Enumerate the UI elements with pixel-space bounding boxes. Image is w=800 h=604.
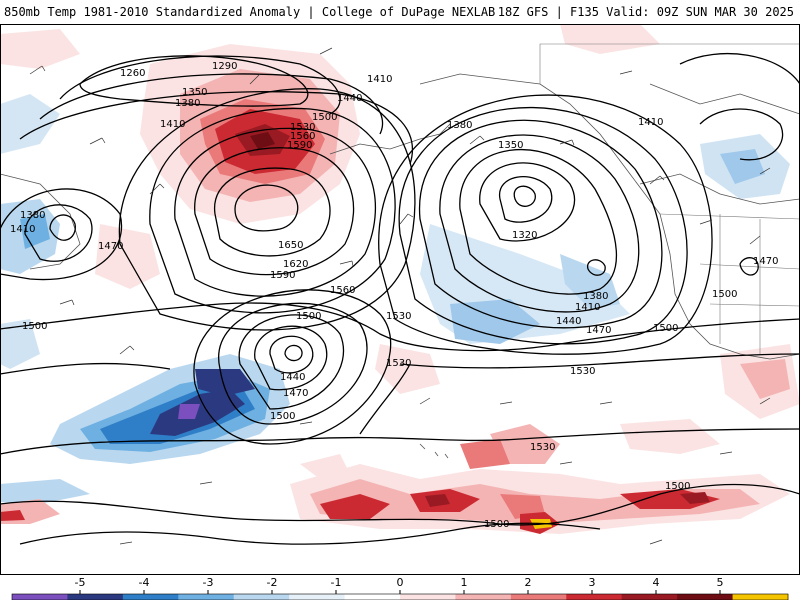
contour-label: 1440 [280, 372, 305, 383]
colorbar-label: 2 [524, 576, 532, 589]
contour-label: 1290 [212, 61, 237, 72]
contour-label: 1500 [270, 411, 295, 422]
contour-label: 1530 [570, 366, 595, 377]
contour-label: 1320 [512, 230, 537, 241]
colorbar-label: -4 [138, 576, 150, 589]
contour-label: 1350 [182, 87, 207, 98]
colorbar-label: 3 [588, 576, 596, 589]
contour-label: 1440 [337, 93, 362, 104]
colorbar-segment [621, 594, 678, 600]
cold-anomaly-shading [0, 94, 790, 524]
colorbar-segment [566, 594, 623, 600]
colorbar-segment [677, 594, 734, 600]
colorbar-label: -2 [266, 576, 278, 589]
borders [539, 43, 800, 354]
contour-label: 1410 [367, 74, 392, 85]
model-run-title: 18Z GFS | F135 Valid: 09Z SUN MAR 30 202… [497, 5, 794, 19]
colorbar-segment [67, 594, 124, 600]
contour-label: 1500 [296, 311, 321, 322]
colorbar-segment [510, 594, 567, 600]
colorbar-label: 0 [396, 576, 404, 589]
contour-label: 1380 [583, 291, 608, 302]
colorbar-label: 4 [652, 576, 660, 589]
contour-label: 1530 [386, 311, 411, 322]
contour-label: 1380 [447, 120, 472, 131]
colorbar-segment [455, 594, 512, 600]
colorbar-label: -5 [74, 576, 86, 589]
anomaly-map: 1260 1290 1350 1380 1410 1440 1500 1530 … [0, 24, 800, 575]
contour-label: 1500 [665, 481, 690, 492]
colorbar-segment [732, 594, 789, 600]
contour-label: 1650 [278, 240, 303, 251]
colorbar-label: -1 [330, 576, 342, 589]
colorbar-segment [344, 594, 401, 600]
contour-label: 1500 [653, 323, 678, 334]
product-title: 850mb Temp 1981-2010 Standardized Anomal… [4, 5, 496, 19]
contour-label: 1410 [575, 302, 600, 313]
contour-label: 1470 [98, 241, 123, 252]
map-canvas: 1260 1290 1350 1380 1410 1440 1500 1530 … [0, 24, 800, 575]
colorbar-label: 1 [460, 576, 468, 589]
contour-label: 1560 [290, 131, 315, 142]
contour-label: 1590 [270, 270, 295, 281]
contour-label: 1380 [20, 210, 45, 221]
contour-label: 1500 [712, 289, 737, 300]
contour-labels: 1260 1290 1350 1380 1410 1440 1500 1530 … [10, 61, 778, 530]
contour-label: 1470 [586, 325, 611, 336]
anomaly-colorbar: -5 -4 -3 -2 -1 0 1 2 3 4 5 [0, 576, 800, 601]
colorbar-strip [11, 590, 789, 601]
colorbar-label: 5 [716, 576, 724, 589]
colorbar-segment [178, 594, 235, 600]
contour-label: 1470 [283, 388, 308, 399]
contour-label: 1530 [290, 122, 315, 133]
contour-label: 1260 [120, 68, 145, 79]
height-contours [0, 52, 800, 545]
contour-label: 1410 [10, 224, 35, 235]
contour-label: 1380 [175, 98, 200, 109]
colorbar-segment [289, 594, 346, 600]
colorbar-segment [400, 594, 456, 600]
colorbar-segment [12, 594, 68, 600]
contour-label: 1530 [386, 358, 411, 369]
colorbar-label: -3 [202, 576, 214, 589]
contour-label: 1500 [312, 112, 337, 123]
wind-barbs [29, 47, 771, 545]
contour-label: 1560 [330, 285, 355, 296]
contour-label: 1500 [484, 519, 509, 530]
map-header: 850mb Temp 1981-2010 Standardized Anomal… [0, 0, 800, 24]
contour-label: 1350 [498, 140, 523, 151]
contour-label: 1620 [283, 259, 308, 270]
contour-label: 1410 [638, 117, 663, 128]
contour-label: 1470 [753, 256, 778, 267]
contour-label: 1590 [287, 140, 312, 151]
contour-label: 1410 [160, 119, 185, 130]
colorbar-segment [233, 594, 290, 600]
colorbar-segment [122, 594, 179, 600]
contour-label: 1440 [556, 316, 581, 327]
contour-label: 1500 [22, 321, 47, 332]
contour-label: 1530 [530, 442, 555, 453]
